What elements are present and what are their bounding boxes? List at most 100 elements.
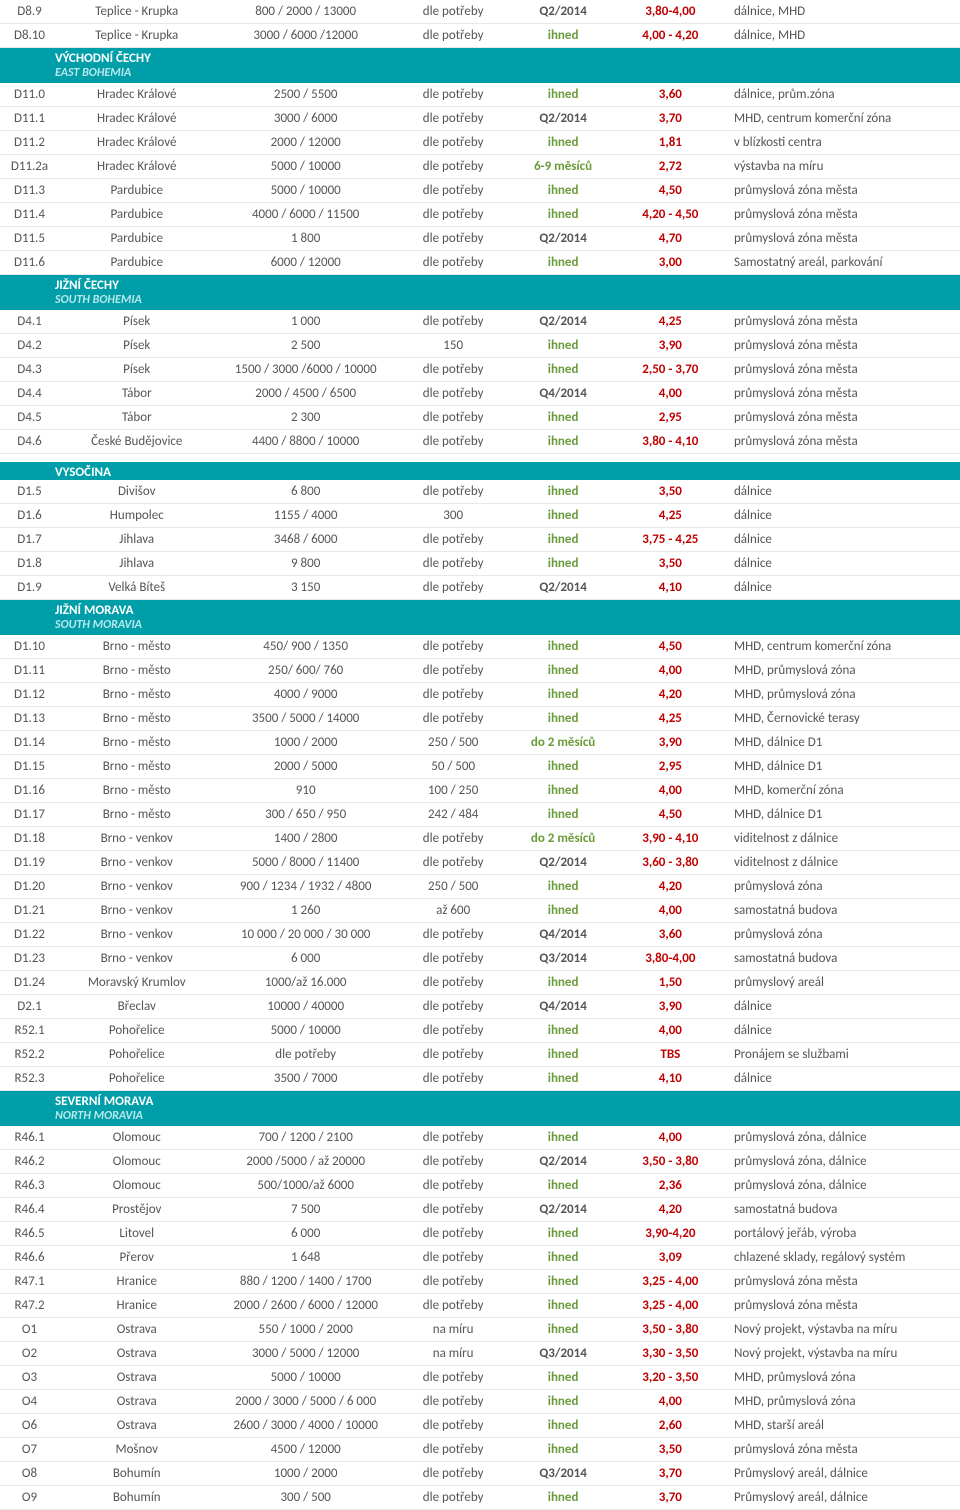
cell-location: Tábor <box>59 406 215 430</box>
cell-need: dle potřeby <box>397 851 510 875</box>
cell-price: 3,60 <box>617 83 724 107</box>
cell-code: R52.3 <box>0 1067 59 1091</box>
cell-availability: ihned <box>509 203 616 227</box>
cell-note: MHD, průmyslová zóna <box>724 1390 960 1414</box>
cell-location: Tábor <box>59 382 215 406</box>
cell-price: 3,70 <box>617 1486 724 1510</box>
table-row: D1.24Moravský Krumlov1000/až 16.000dle p… <box>0 971 960 995</box>
cell-note: průmyslová zóna <box>724 875 960 899</box>
table-row: D1.6Humpolec1155 / 4000300ihned4,25dálni… <box>0 504 960 528</box>
cell-need: dle potřeby <box>397 947 510 971</box>
cell-price: 4,50 <box>617 803 724 827</box>
cell-availability: ihned <box>509 755 616 779</box>
table-row: R47.2Hranice2000 / 2600 / 6000 / 12000dl… <box>0 1294 960 1318</box>
table-row: R46.5Litovel6 000dle potřebyihned3,90-4,… <box>0 1222 960 1246</box>
cell-availability: Q2/2014 <box>509 1150 616 1174</box>
cell-code: D1.20 <box>0 875 59 899</box>
cell-need: dle potřeby <box>397 1126 510 1150</box>
cell-need: dle potřeby <box>397 1414 510 1438</box>
cell-location: Humpolec <box>59 504 215 528</box>
cell-note: dálnice <box>724 504 960 528</box>
cell-availability: do 2 měsíců <box>509 731 616 755</box>
cell-location: Ostrava <box>59 1414 215 1438</box>
cell-location: Jihlava <box>59 552 215 576</box>
cell-code: D4.5 <box>0 406 59 430</box>
cell-need: dle potřeby <box>397 480 510 504</box>
cell-need: 50 / 500 <box>397 755 510 779</box>
cell-need: dle potřeby <box>397 358 510 382</box>
table-row: D1.12Brno - město4000 / 9000dle potřebyi… <box>0 683 960 707</box>
cell-note: průmyslová zóna města <box>724 179 960 203</box>
cell-note: průmyslová zóna města <box>724 406 960 430</box>
cell-size: 6000 / 12000 <box>215 251 397 275</box>
cell-note: chlazené sklady, regálový systém <box>724 1246 960 1270</box>
table-row: D1.16Brno - město910100 / 250ihned4,00MH… <box>0 779 960 803</box>
cell-location: Písek <box>59 358 215 382</box>
table-row: R52.3Pohořelice3500 / 7000dle potřebyihn… <box>0 1067 960 1091</box>
cell-need: dle potřeby <box>397 1174 510 1198</box>
cell-location: Hradec Králové <box>59 83 215 107</box>
cell-price: 3,60 <box>617 923 724 947</box>
table-row: D1.17Brno - město300 / 650 / 950242 / 48… <box>0 803 960 827</box>
table-row: D1.7Jihlava3468 / 6000dle potřebyihned3,… <box>0 528 960 552</box>
cell-availability: ihned <box>509 504 616 528</box>
cell-size: 10 000 / 20 000 / 30 000 <box>215 923 397 947</box>
cell-code: R52.1 <box>0 1019 59 1043</box>
cell-location: Brno - venkov <box>59 827 215 851</box>
table-row: D11.3Pardubice5000 / 10000dle potřebyihn… <box>0 179 960 203</box>
cell-availability: Q2/2014 <box>509 0 616 24</box>
table-row: O9Bohumín300 / 500dle potřebyihned3,70Pr… <box>0 1486 960 1510</box>
cell-need: dle potřeby <box>397 552 510 576</box>
table-row: O8Bohumín1000 / 2000dle potřebyQ3/20143,… <box>0 1462 960 1486</box>
cell-price: 4,00 <box>617 779 724 803</box>
cell-note: MHD, komerční zóna <box>724 779 960 803</box>
cell-location: Teplice - Krupka <box>59 24 215 48</box>
cell-note: průmyslová zóna města <box>724 1294 960 1318</box>
cell-note: dálnice <box>724 480 960 504</box>
region-title: SEVERNÍ MORAVA <box>0 1091 960 1110</box>
cell-note: samostatná budova <box>724 899 960 923</box>
table-row: D4.2Písek2 500150ihned3,90průmyslová zón… <box>0 334 960 358</box>
region-subtitle: NORTH MORAVIA <box>0 1109 960 1126</box>
table-row: D1.15Brno - město2000 / 500050 / 500ihne… <box>0 755 960 779</box>
cell-location: Brno - město <box>59 755 215 779</box>
cell-size: 3000 / 6000 /12000 <box>215 24 397 48</box>
cell-price: 3,50 - 3,80 <box>617 1150 724 1174</box>
cell-code: D11.2a <box>0 155 59 179</box>
cell-note: dálnice <box>724 1019 960 1043</box>
cell-need: 250 / 500 <box>397 875 510 899</box>
cell-need: dle potřeby <box>397 1067 510 1091</box>
cell-availability: Q2/2014 <box>509 227 616 251</box>
cell-price: 3,70 <box>617 107 724 131</box>
cell-price: 3,09 <box>617 1246 724 1270</box>
cell-size: 2000 /5000 / až 20000 <box>215 1150 397 1174</box>
cell-note: průmyslová zóna města <box>724 310 960 334</box>
cell-size: 5000 / 8000 / 11400 <box>215 851 397 875</box>
cell-price: 4,20 <box>617 1198 724 1222</box>
cell-note: viditelnost z dálnice <box>724 851 960 875</box>
cell-code: D1.17 <box>0 803 59 827</box>
cell-availability: ihned <box>509 1486 616 1510</box>
cell-availability: ihned <box>509 1318 616 1342</box>
cell-size: 550 / 1000 / 2000 <box>215 1318 397 1342</box>
cell-note: Průmyslový areál, dálnice <box>724 1486 960 1510</box>
cell-note: MHD, průmyslová zóna <box>724 683 960 707</box>
cell-size: 910 <box>215 779 397 803</box>
cell-location: Olomouc <box>59 1150 215 1174</box>
cell-availability: Q4/2014 <box>509 995 616 1019</box>
cell-availability: ihned <box>509 1174 616 1198</box>
cell-availability: ihned <box>509 1390 616 1414</box>
cell-note: samostatná budova <box>724 1198 960 1222</box>
cell-need: dle potřeby <box>397 1246 510 1270</box>
cell-code: D1.10 <box>0 635 59 659</box>
table-row: D4.4Tábor2000 / 4500 / 6500dle potřebyQ4… <box>0 382 960 406</box>
cell-size: 5000 / 10000 <box>215 155 397 179</box>
cell-need: dle potřeby <box>397 251 510 275</box>
cell-need: na míru <box>397 1342 510 1366</box>
cell-note: dálnice <box>724 528 960 552</box>
cell-size: 2500 / 5500 <box>215 83 397 107</box>
cell-price: 2,36 <box>617 1174 724 1198</box>
cell-location: Moravský Krumlov <box>59 971 215 995</box>
region-subheader: SOUTH MORAVIA <box>0 618 960 635</box>
cell-size: 300 / 500 <box>215 1486 397 1510</box>
